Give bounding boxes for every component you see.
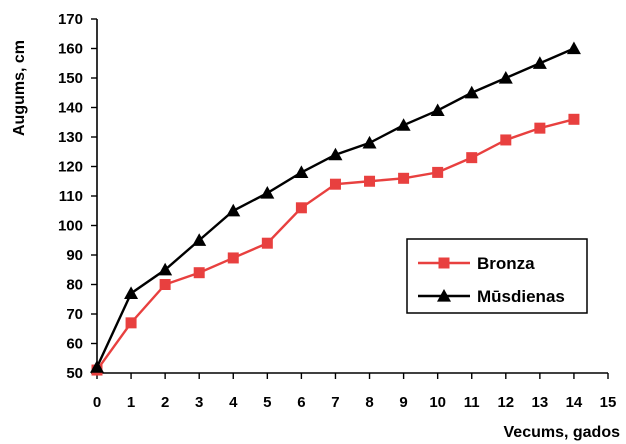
data-point bbox=[500, 134, 512, 146]
x-tick-label: 14 bbox=[566, 394, 583, 411]
data-point bbox=[534, 122, 546, 134]
x-tick-label: 9 bbox=[399, 394, 407, 411]
x-tick-label: 12 bbox=[497, 394, 514, 411]
x-tick-label: 10 bbox=[429, 394, 446, 411]
y-axis-title: Augums, cm bbox=[11, 40, 28, 136]
y-tick-labels: 50 60 70 80 90 100 110 120 130 140 150 160 170 bbox=[58, 11, 83, 382]
y-tick-label: 150 bbox=[58, 70, 83, 87]
x-tick-label: 5 bbox=[263, 394, 271, 411]
x-tick-label: 13 bbox=[532, 394, 549, 411]
data-point bbox=[261, 237, 273, 249]
y-tick-label: 120 bbox=[58, 159, 83, 176]
data-point bbox=[466, 152, 478, 164]
y-tick-label: 60 bbox=[66, 336, 83, 353]
y-tick-label: 170 bbox=[58, 11, 83, 28]
data-point bbox=[295, 202, 307, 214]
y-tick-label: 70 bbox=[66, 306, 83, 323]
data-point bbox=[498, 71, 513, 84]
x-axis-title: Vecums, gados bbox=[504, 424, 621, 441]
x-tick-label: 4 bbox=[229, 394, 238, 411]
data-point bbox=[398, 172, 410, 184]
axes bbox=[91, 18, 609, 379]
y-tick-label: 80 bbox=[66, 277, 83, 294]
y-tick-label: 160 bbox=[58, 41, 83, 58]
data-point bbox=[226, 203, 241, 217]
x-tick-label: 0 bbox=[93, 394, 101, 411]
x-tick-label: 6 bbox=[297, 394, 305, 411]
x-tick-label: 15 bbox=[600, 394, 617, 411]
series-1 bbox=[90, 41, 581, 373]
data-point bbox=[158, 262, 173, 276]
legend: Bronza Mūsdienas bbox=[406, 238, 588, 314]
data-point bbox=[192, 233, 207, 246]
data-point bbox=[159, 279, 171, 290]
data-point bbox=[464, 85, 479, 99]
x-tick-label: 8 bbox=[365, 394, 373, 411]
data-point bbox=[364, 175, 376, 187]
legend-marker bbox=[437, 289, 451, 302]
data-point bbox=[124, 286, 139, 299]
x-tick-labels: 0 1 2 3 4 5 6 7 8 9 10 11 12 13 14 15 bbox=[93, 394, 617, 411]
y-tick-label: 140 bbox=[58, 100, 83, 117]
data-point bbox=[328, 147, 343, 161]
legend-marker bbox=[438, 257, 450, 269]
x-tick-label: 2 bbox=[161, 394, 169, 411]
data-point bbox=[227, 252, 239, 264]
data-point bbox=[568, 113, 580, 125]
data-point bbox=[566, 41, 581, 55]
data-point bbox=[432, 166, 444, 178]
series-group bbox=[90, 41, 581, 376]
x-tick-label: 11 bbox=[464, 394, 480, 411]
data-point bbox=[532, 56, 547, 69]
legend-box bbox=[406, 238, 588, 314]
y-tick-label: 100 bbox=[58, 218, 83, 235]
data-point bbox=[396, 118, 411, 131]
legend-items: Bronza Mūsdienas bbox=[418, 254, 565, 306]
y-tick-label: 110 bbox=[59, 188, 83, 205]
legend-label: Mūsdienas bbox=[477, 287, 565, 306]
data-point bbox=[193, 267, 205, 279]
series-line bbox=[95, 47, 575, 368]
data-point bbox=[90, 360, 104, 373]
y-tick-label: 130 bbox=[58, 129, 83, 146]
x-tick-label: 7 bbox=[331, 394, 339, 411]
legend-label: Bronza bbox=[477, 254, 535, 273]
data-point bbox=[260, 186, 275, 199]
data-point bbox=[430, 103, 445, 117]
y-tick-label: 50 bbox=[66, 365, 83, 382]
data-point bbox=[294, 165, 309, 178]
data-point bbox=[125, 317, 137, 329]
x-tick-label: 3 bbox=[195, 394, 203, 411]
x-tick-label: 1 bbox=[127, 394, 135, 411]
y-tick-label: 90 bbox=[66, 247, 83, 264]
data-point bbox=[329, 178, 341, 190]
data-point bbox=[362, 135, 377, 149]
